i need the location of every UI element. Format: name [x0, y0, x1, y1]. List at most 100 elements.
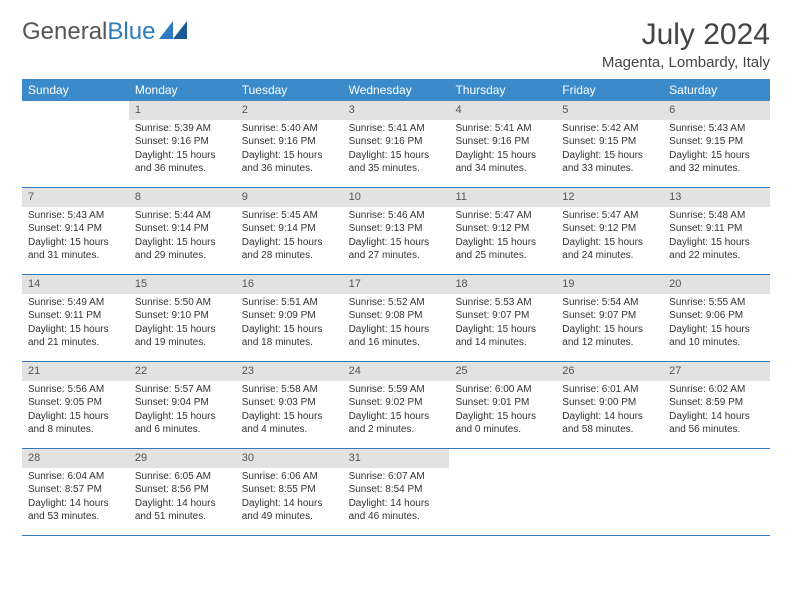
- sunset-text: Sunset: 9:07 PM: [455, 309, 550, 323]
- day-content: Sunrise: 5:44 AMSunset: 9:14 PMDaylight:…: [129, 207, 236, 269]
- daylight-text: Daylight: 14 hours and 46 minutes.: [349, 497, 444, 524]
- weekday-header: Sunday: [22, 79, 129, 101]
- sunset-text: Sunset: 9:14 PM: [242, 222, 337, 236]
- sunrise-text: Sunrise: 5:51 AM: [242, 296, 337, 310]
- sunset-text: Sunset: 9:16 PM: [349, 135, 444, 149]
- sunrise-text: Sunrise: 5:43 AM: [669, 122, 764, 136]
- day-cell: 24Sunrise: 5:59 AMSunset: 9:02 PMDayligh…: [343, 362, 450, 448]
- day-cell: 1Sunrise: 5:39 AMSunset: 9:16 PMDaylight…: [129, 101, 236, 187]
- weekday-header: Tuesday: [236, 79, 343, 101]
- sunset-text: Sunset: 9:16 PM: [135, 135, 230, 149]
- day-cell: 4Sunrise: 5:41 AMSunset: 9:16 PMDaylight…: [449, 101, 556, 187]
- daylight-text: Daylight: 15 hours and 18 minutes.: [242, 323, 337, 350]
- sunset-text: Sunset: 9:15 PM: [669, 135, 764, 149]
- day-number: 16: [236, 275, 343, 294]
- day-content: Sunrise: 5:41 AMSunset: 9:16 PMDaylight:…: [343, 120, 450, 182]
- day-content: Sunrise: 6:04 AMSunset: 8:57 PMDaylight:…: [22, 468, 129, 530]
- brand-part2: Blue: [107, 18, 155, 46]
- day-number: 6: [663, 101, 770, 120]
- sunset-text: Sunset: 8:55 PM: [242, 483, 337, 497]
- day-content: Sunrise: 5:42 AMSunset: 9:15 PMDaylight:…: [556, 120, 663, 182]
- day-number: 9: [236, 188, 343, 207]
- day-number: 31: [343, 449, 450, 468]
- day-number: 29: [129, 449, 236, 468]
- sunset-text: Sunset: 9:12 PM: [455, 222, 550, 236]
- sunset-text: Sunset: 9:13 PM: [349, 222, 444, 236]
- location-text: Magenta, Lombardy, Italy: [602, 54, 770, 71]
- sunset-text: Sunset: 9:00 PM: [562, 396, 657, 410]
- day-cell: 29 Sunrise: 6:05 AMSunset: 8:56 PMDayligh…: [129, 449, 236, 535]
- day-number: 12: [556, 188, 663, 207]
- sunset-text: Sunset: 9:02 PM: [349, 396, 444, 410]
- sunrise-text: Sunrise: 5:57 AM: [135, 383, 230, 397]
- daylight-text: Daylight: 15 hours and 4 minutes.: [242, 410, 337, 437]
- daylight-text: Daylight: 15 hours and 8 minutes.: [28, 410, 123, 437]
- month-title: July 2024: [602, 18, 770, 52]
- brand-logo: GeneralBlue: [22, 18, 187, 46]
- sunset-text: Sunset: 9:10 PM: [135, 309, 230, 323]
- daylight-text: Daylight: 14 hours and 51 minutes.: [135, 497, 230, 524]
- day-content: Sunrise: 6:07 AMSunset: 8:54 PMDaylight:…: [343, 468, 450, 530]
- sunrise-text: Sunrise: 5:47 AM: [562, 209, 657, 223]
- day-number: 7: [22, 188, 129, 207]
- day-content: Sunrise: 5:48 AMSunset: 9:11 PMDaylight:…: [663, 207, 770, 269]
- day-content: Sunrise: 5:51 AMSunset: 9:09 PMDaylight:…: [236, 294, 343, 356]
- daylight-text: Daylight: 15 hours and 10 minutes.: [669, 323, 764, 350]
- sunrise-text: Sunrise: 5:49 AM: [28, 296, 123, 310]
- daylight-text: Daylight: 15 hours and 24 minutes.: [562, 236, 657, 263]
- day-content: Sunrise: 5:53 AMSunset: 9:07 PMDaylight:…: [449, 294, 556, 356]
- day-content: Sunrise: 5:41 AMSunset: 9:16 PMDaylight:…: [449, 120, 556, 182]
- sunrise-text: Sunrise: 5:43 AM: [28, 209, 123, 223]
- day-number: 19: [556, 275, 663, 294]
- day-content: Sunrise: 5:57 AMSunset: 9:04 PMDaylight:…: [129, 381, 236, 443]
- day-cell: 17Sunrise: 5:52 AMSunset: 9:08 PMDayligh…: [343, 275, 450, 361]
- day-cell: 8Sunrise: 5:44 AMSunset: 9:14 PMDaylight…: [129, 188, 236, 274]
- day-cell: 21Sunrise: 5:56 AMSunset: 9:05 PMDayligh…: [22, 362, 129, 448]
- daylight-text: Daylight: 14 hours and 56 minutes.: [669, 410, 764, 437]
- daylight-text: Daylight: 15 hours and 34 minutes.: [455, 149, 550, 176]
- daylight-text: Daylight: 14 hours and 58 minutes.: [562, 410, 657, 437]
- day-cell: 15 Sunrise: 5:50 AMSunset: 9:10 PMDayligh…: [129, 275, 236, 361]
- day-number: 20: [663, 275, 770, 294]
- day-number: 1: [129, 101, 236, 120]
- daylight-text: Daylight: 15 hours and 19 minutes.: [135, 323, 230, 350]
- sunset-text: Sunset: 9:09 PM: [242, 309, 337, 323]
- daylight-text: Daylight: 15 hours and 6 minutes.: [135, 410, 230, 437]
- sunrise-text: Sunrise: 5:44 AM: [135, 209, 230, 223]
- day-content: Sunrise: 5:46 AMSunset: 9:13 PMDaylight:…: [343, 207, 450, 269]
- sunset-text: Sunset: 8:59 PM: [669, 396, 764, 410]
- weekday-header: Wednesday: [343, 79, 450, 101]
- day-cell: 18Sunrise: 5:53 AMSunset: 9:07 PMDayligh…: [449, 275, 556, 361]
- day-content: Sunrise: 5:47 AMSunset: 9:12 PMDaylight:…: [449, 207, 556, 269]
- day-cell: 20Sunrise: 5:55 AMSunset: 9:06 PMDayligh…: [663, 275, 770, 361]
- sunrise-text: Sunrise: 5:40 AM: [242, 122, 337, 136]
- day-cell: 19Sunrise: 5:54 AMSunset: 9:07 PMDayligh…: [556, 275, 663, 361]
- day-cell: 7Sunrise: 5:43 AMSunset: 9:14 PMDaylight…: [22, 188, 129, 274]
- sunrise-text: Sunrise: 5:54 AM: [562, 296, 657, 310]
- daylight-text: Daylight: 15 hours and 32 minutes.: [669, 149, 764, 176]
- sunrise-text: Sunrise: 5:50 AM: [135, 296, 230, 310]
- weekday-header: Monday: [129, 79, 236, 101]
- sunset-text: Sunset: 9:16 PM: [455, 135, 550, 149]
- daylight-text: Daylight: 15 hours and 35 minutes.: [349, 149, 444, 176]
- daylight-text: Daylight: 15 hours and 29 minutes.: [135, 236, 230, 263]
- day-number: 13: [663, 188, 770, 207]
- sunrise-text: Sunrise: 5:55 AM: [669, 296, 764, 310]
- calendar: SundayMondayTuesdayWednesdayThursdayFrid…: [22, 79, 770, 536]
- sunset-text: Sunset: 8:56 PM: [135, 483, 230, 497]
- day-content: Sunrise: 6:00 AMSunset: 9:01 PMDaylight:…: [449, 381, 556, 443]
- day-number: 17: [343, 275, 450, 294]
- day-number: 25: [449, 362, 556, 381]
- sunset-text: Sunset: 9:14 PM: [135, 222, 230, 236]
- day-cell: 14Sunrise: 5:49 AMSunset: 9:11 PMDayligh…: [22, 275, 129, 361]
- day-number: 15: [129, 275, 236, 294]
- sunrise-text: Sunrise: 5:46 AM: [349, 209, 444, 223]
- daylight-text: Daylight: 15 hours and 2 minutes.: [349, 410, 444, 437]
- day-cell: [22, 101, 129, 187]
- sunrise-text: Sunrise: 6:05 AM: [135, 470, 230, 484]
- day-cell: 25Sunrise: 6:00 AMSunset: 9:01 PMDayligh…: [449, 362, 556, 448]
- day-number: 10: [343, 188, 450, 207]
- day-cell: 27Sunrise: 6:02 AMSunset: 8:59 PMDayligh…: [663, 362, 770, 448]
- sunrise-text: Sunrise: 5:42 AM: [562, 122, 657, 136]
- day-content: Sunrise: 5:40 AMSunset: 9:16 PMDaylight:…: [236, 120, 343, 182]
